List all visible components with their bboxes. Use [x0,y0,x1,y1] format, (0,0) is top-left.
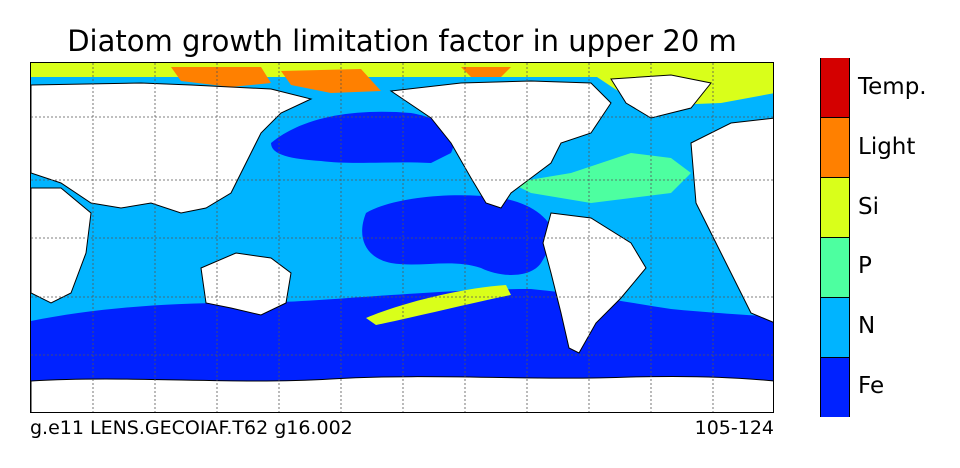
land-asia [31,82,313,214]
land-antarctica [31,375,773,412]
colorbar-label-light: Light [858,133,916,160]
colorbar [820,57,850,418]
colorbar-label-fe: Fe [858,373,885,400]
north-atlantic-p [511,153,691,203]
colorbar-segment-n [821,296,849,358]
colorbar-label-temp: Temp. [858,73,927,100]
landmasses [31,74,773,412]
gridlines [31,63,773,412]
run-id-label: g.e11 LENS.GECOIAF.T62 g16.002 [30,417,353,439]
chart-title: Diatom growth limitation factor in upper… [67,24,737,58]
ocean-fe-equatorial-pacific [362,195,556,275]
colorbar-segment-p [821,237,849,298]
colorbar-segment-fe [821,356,849,418]
land-greenland [610,74,712,119]
colorbar-segment-light [821,117,849,179]
colorbar-label-si: Si [858,193,879,220]
ocean-fe-north-pacific [271,111,454,163]
land-europe-africa-east [690,117,773,323]
colorbar-segment-temp [821,57,849,118]
year-range-label: 105-124 [694,417,774,439]
colorbar-segment-si [821,177,849,238]
land-south-america [542,212,647,354]
land-africa [31,187,92,304]
land-australia [200,252,292,316]
colorbar-label-n: N [858,313,876,340]
limitation-map [30,62,774,413]
map-canvas [31,63,773,412]
land-north-america [389,80,612,209]
southern-si-patch [366,285,511,325]
colorbar-label-p: P [858,253,872,280]
